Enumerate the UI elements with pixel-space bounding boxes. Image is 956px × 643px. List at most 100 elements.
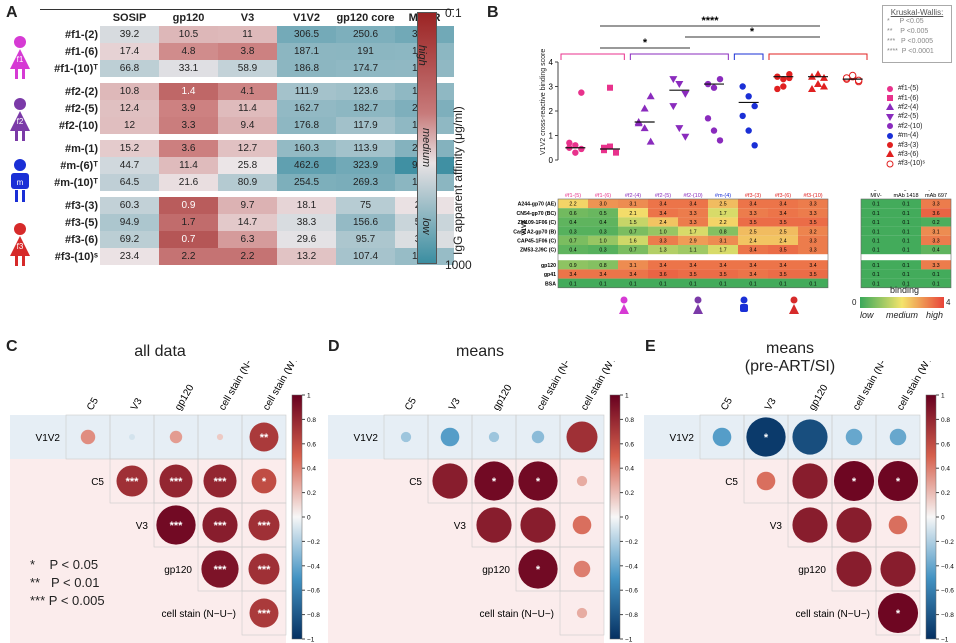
heat-cell	[798, 199, 828, 209]
heat-cell-value: 1.0	[659, 229, 666, 235]
heat-cell	[588, 260, 618, 270]
legend-item: #m-(4)	[885, 131, 955, 140]
colorbar-low-label: low	[420, 218, 432, 235]
corr-col-label: gp120	[173, 383, 197, 413]
heat-cell	[618, 226, 648, 236]
body-shape	[10, 49, 30, 69]
heat-cell	[588, 217, 618, 227]
scatter-legend: #f1-(5) #f1-(6) #f2-(4) #f2-(5) #f2-(10) #m-(…	[885, 84, 955, 169]
ctrl-cell	[921, 245, 951, 255]
heat-cell-value: 2.1	[629, 211, 636, 217]
heat-cell-value: 3.3	[749, 211, 756, 217]
heat-cell-value: 2.5	[779, 229, 786, 235]
v1v2-row-bg	[328, 415, 604, 459]
scale-tick-label: 0.8	[307, 417, 316, 424]
ctrl-col-top: neg ctr	[898, 190, 914, 192]
ctrl-cell	[861, 217, 891, 227]
corr-circle	[836, 551, 872, 587]
heat-col-header: #m-(4)	[715, 193, 731, 199]
ctrl-cell	[861, 260, 891, 270]
scale-tick-label: −0.8	[941, 612, 954, 619]
heat-cell	[588, 269, 618, 279]
lower-bg	[328, 459, 604, 643]
affinity-cell: 33.1	[159, 60, 218, 77]
sig-legend-1: * P < 0.05	[30, 557, 99, 572]
corr-col-label: cell stain (N−U−)	[851, 361, 898, 413]
corr-title-c: all data	[134, 343, 186, 360]
heat-cell	[738, 245, 768, 255]
affinity-cell: 176.8	[277, 117, 336, 134]
heat-cell-value: 0.4	[599, 220, 606, 226]
ctrl-cell-value: 3.3	[932, 263, 939, 269]
scale-tick-label: 1	[625, 393, 629, 400]
body-shape	[10, 111, 30, 131]
affinity-cell: 23.4	[100, 248, 159, 265]
heat-cell	[738, 278, 768, 288]
binding-heatmap: #f1-(5) #f1-(6) #f2-(4) #f2-(5) #f2-(10) #m-(…	[513, 190, 952, 289]
heat-cell	[678, 269, 708, 279]
heat-cell-value: 3.4	[749, 263, 756, 269]
heat-cell	[738, 226, 768, 236]
heat-cell	[798, 217, 828, 227]
heat-cell-value: 0.7	[629, 248, 636, 254]
heat-cell	[678, 235, 708, 245]
heat-cell	[558, 269, 588, 279]
leg-shape	[22, 129, 25, 141]
ctrl-cell	[891, 235, 921, 245]
corr-star: **	[260, 432, 269, 444]
affinity-cell: 15.2	[100, 140, 159, 157]
corr-circle	[746, 417, 786, 457]
heat-cell-value: 3.4	[629, 272, 636, 278]
marker-shape	[886, 150, 894, 158]
affinity-cell: 107.4	[336, 248, 395, 265]
legend-marker-icon	[886, 150, 894, 158]
ctrl-cell-value: 0.1	[902, 263, 909, 269]
row-label: #m-(1)	[40, 140, 100, 157]
sig-star: *	[750, 26, 755, 38]
heat-cell-value: 0.8	[599, 263, 606, 269]
corr-cell	[559, 590, 605, 636]
heat-cell-value: 0.1	[659, 281, 666, 287]
data-point	[820, 73, 828, 81]
corr-circle	[531, 430, 545, 444]
heat-row-label: CN54-gp70 (BC)	[517, 211, 557, 217]
corr-circle	[129, 434, 135, 440]
legend-marker-icon	[886, 160, 894, 168]
data-point	[704, 115, 712, 122]
colorbar-top-label: 0.1	[445, 6, 462, 20]
heat-cell	[768, 260, 798, 270]
corr-row-label: V3	[454, 521, 467, 532]
corr-circle	[518, 549, 558, 589]
corr-star: *	[852, 476, 857, 488]
table-row: #f3-(6)69.20.76.329.695.735.6	[40, 231, 454, 248]
heat-row-label: Case A2-gp70 (B)	[513, 229, 556, 235]
marker-shape	[886, 160, 894, 168]
heat-cell-value: 0.6	[569, 211, 576, 217]
body-shape	[11, 173, 29, 189]
corr-star: ***	[214, 520, 228, 532]
affinity-cell: 75	[336, 197, 395, 214]
binding-high: high	[926, 310, 944, 320]
heat-cell	[588, 208, 618, 218]
heat-cell	[708, 245, 738, 255]
affinity-cell: 25.8	[218, 157, 277, 174]
corr-circle	[159, 464, 193, 498]
heat-col-header: #f3-(10)	[803, 193, 822, 199]
ctrl-cell	[891, 199, 921, 209]
heat-cell-value: 3.1	[719, 239, 726, 245]
scale-tick-label: 1	[307, 393, 311, 400]
corr-circle	[792, 507, 828, 543]
heat-cell	[798, 235, 828, 245]
heat-cell-value: 0.3	[569, 229, 576, 235]
leg-shape	[15, 254, 18, 266]
affinity-cell: 0.9	[159, 197, 218, 214]
ctrl-col-header: mAb 1418	[893, 193, 918, 199]
panel-d-label: D	[328, 338, 340, 355]
y-tick-label: 4	[549, 58, 554, 67]
heat-cell-value: 0.3	[599, 248, 606, 254]
table-row: #f3-(3)60.30.99.718.17522.8	[40, 197, 454, 214]
ctrl-col-header: MIV-	[870, 193, 881, 199]
heat-cell-value: 3.4	[779, 202, 786, 208]
